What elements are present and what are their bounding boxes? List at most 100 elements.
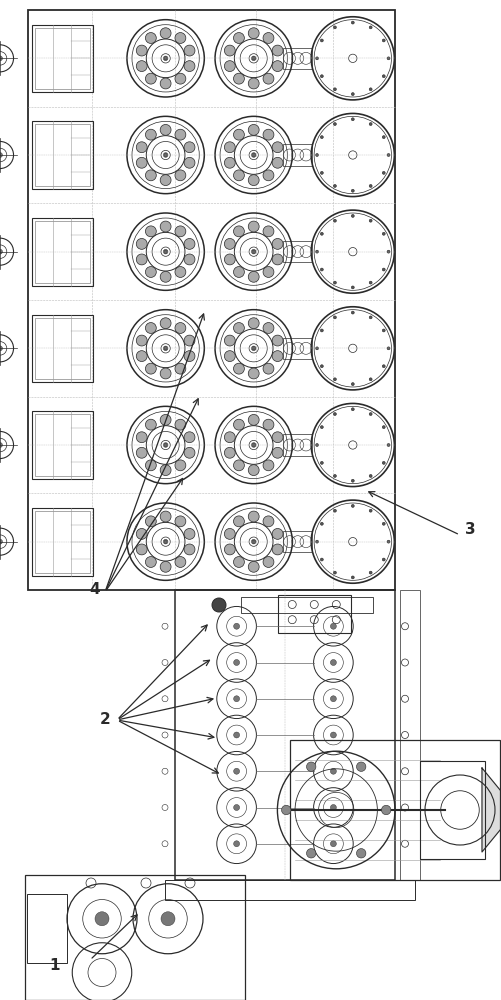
Circle shape bbox=[224, 351, 235, 362]
Circle shape bbox=[233, 419, 244, 430]
Circle shape bbox=[0, 346, 3, 351]
Circle shape bbox=[386, 57, 389, 60]
Circle shape bbox=[175, 170, 185, 181]
Circle shape bbox=[136, 254, 147, 265]
Bar bbox=[283, 338, 312, 359]
Circle shape bbox=[368, 185, 371, 187]
Circle shape bbox=[272, 45, 283, 56]
Circle shape bbox=[263, 129, 274, 140]
Circle shape bbox=[175, 267, 185, 277]
Circle shape bbox=[248, 28, 259, 39]
Text: 4: 4 bbox=[90, 582, 100, 597]
Circle shape bbox=[145, 129, 156, 140]
Circle shape bbox=[163, 443, 168, 447]
Circle shape bbox=[0, 153, 3, 157]
Circle shape bbox=[160, 561, 171, 572]
Circle shape bbox=[175, 323, 185, 333]
Circle shape bbox=[333, 219, 336, 222]
Circle shape bbox=[248, 221, 259, 232]
Circle shape bbox=[233, 226, 244, 237]
Circle shape bbox=[145, 557, 156, 567]
Circle shape bbox=[160, 271, 171, 282]
Circle shape bbox=[320, 426, 323, 429]
Circle shape bbox=[263, 516, 274, 527]
Bar bbox=[277, 595, 350, 633]
Circle shape bbox=[233, 623, 239, 629]
Circle shape bbox=[136, 142, 147, 153]
Circle shape bbox=[315, 444, 318, 446]
Circle shape bbox=[224, 61, 235, 72]
Circle shape bbox=[184, 45, 194, 56]
Bar bbox=[283, 48, 312, 69]
Circle shape bbox=[263, 363, 274, 374]
Circle shape bbox=[333, 26, 336, 29]
Circle shape bbox=[272, 544, 283, 555]
Circle shape bbox=[351, 576, 354, 579]
Circle shape bbox=[263, 419, 274, 430]
Bar bbox=[35, 414, 89, 476]
Circle shape bbox=[163, 539, 168, 544]
Circle shape bbox=[333, 185, 336, 187]
Circle shape bbox=[251, 346, 256, 351]
Circle shape bbox=[160, 78, 171, 89]
Circle shape bbox=[263, 460, 274, 471]
Circle shape bbox=[320, 268, 323, 271]
Circle shape bbox=[330, 841, 336, 847]
Circle shape bbox=[330, 696, 336, 702]
Circle shape bbox=[356, 762, 365, 771]
Circle shape bbox=[145, 267, 156, 277]
Circle shape bbox=[95, 912, 109, 926]
Circle shape bbox=[145, 170, 156, 181]
Circle shape bbox=[233, 129, 244, 140]
Circle shape bbox=[320, 39, 323, 42]
Circle shape bbox=[184, 335, 194, 346]
Circle shape bbox=[224, 544, 235, 555]
Bar bbox=[32, 218, 92, 286]
Circle shape bbox=[272, 335, 283, 346]
Circle shape bbox=[272, 254, 283, 265]
Circle shape bbox=[351, 93, 354, 96]
Bar bbox=[25, 875, 244, 1000]
Circle shape bbox=[330, 768, 336, 774]
Circle shape bbox=[233, 170, 244, 181]
Circle shape bbox=[272, 142, 283, 153]
Circle shape bbox=[368, 413, 371, 415]
Circle shape bbox=[160, 414, 171, 425]
Circle shape bbox=[160, 124, 171, 135]
Circle shape bbox=[175, 129, 185, 140]
Bar bbox=[35, 27, 89, 89]
Circle shape bbox=[136, 544, 147, 555]
Circle shape bbox=[368, 123, 371, 125]
Circle shape bbox=[381, 805, 390, 815]
Text: 2: 2 bbox=[99, 712, 110, 728]
Circle shape bbox=[175, 33, 185, 43]
Circle shape bbox=[184, 528, 194, 539]
Bar bbox=[283, 241, 312, 262]
Circle shape bbox=[368, 316, 371, 319]
Circle shape bbox=[351, 214, 354, 217]
Circle shape bbox=[145, 73, 156, 84]
Circle shape bbox=[386, 444, 389, 446]
Bar bbox=[27, 894, 67, 962]
Circle shape bbox=[386, 154, 389, 156]
Circle shape bbox=[351, 21, 354, 24]
Circle shape bbox=[248, 271, 259, 282]
Circle shape bbox=[320, 522, 323, 525]
Bar bbox=[283, 434, 312, 456]
Circle shape bbox=[233, 732, 239, 738]
Circle shape bbox=[175, 73, 185, 84]
Circle shape bbox=[333, 316, 336, 319]
Circle shape bbox=[175, 363, 185, 374]
Circle shape bbox=[145, 460, 156, 471]
Circle shape bbox=[233, 768, 239, 774]
Circle shape bbox=[224, 238, 235, 249]
Circle shape bbox=[233, 516, 244, 527]
Circle shape bbox=[320, 171, 323, 174]
Bar bbox=[35, 221, 89, 282]
Circle shape bbox=[160, 221, 171, 232]
Circle shape bbox=[382, 558, 384, 561]
Circle shape bbox=[368, 509, 371, 512]
Circle shape bbox=[382, 171, 384, 174]
Circle shape bbox=[351, 118, 354, 121]
Circle shape bbox=[136, 45, 147, 56]
